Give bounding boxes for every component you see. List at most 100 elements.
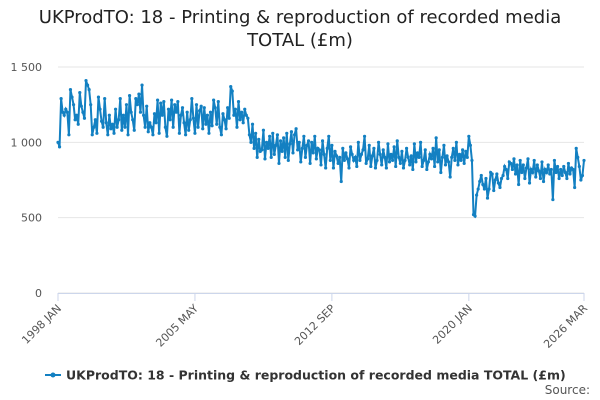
- data-point: [392, 145, 396, 149]
- data-point: [568, 172, 572, 176]
- data-point: [470, 158, 474, 163]
- data-point: [93, 118, 97, 122]
- data-point: [78, 91, 82, 95]
- data-point: [352, 158, 356, 163]
- series-line: [57, 80, 585, 219]
- data-point: [576, 155, 580, 159]
- data-point: [538, 176, 543, 181]
- data-point: [541, 179, 546, 184]
- data-point: [358, 158, 362, 163]
- data-point: [62, 113, 66, 117]
- data-point: [165, 134, 169, 138]
- data-point: [95, 131, 99, 135]
- data-point: [453, 158, 457, 163]
- data-point: [141, 113, 146, 117]
- data-point: [250, 122, 255, 126]
- data-point: [82, 116, 87, 120]
- data-point: [341, 146, 345, 150]
- data-point: [126, 133, 130, 137]
- data-point: [289, 130, 294, 134]
- data-point: [535, 163, 539, 167]
- data-point: [445, 154, 449, 158]
- data-point: [232, 113, 236, 117]
- data-point: [190, 97, 194, 101]
- data-point: [499, 176, 504, 181]
- data-point: [92, 125, 96, 129]
- data-point: [356, 140, 360, 144]
- data-point: [198, 109, 202, 113]
- data-point: [57, 145, 62, 149]
- data-point: [193, 131, 197, 135]
- data-point: [101, 125, 105, 129]
- data-point: [188, 118, 192, 122]
- data-point: [336, 161, 340, 166]
- data-point: [401, 166, 406, 170]
- data-point: [398, 161, 402, 166]
- data-point: [170, 98, 174, 102]
- data-point: [331, 166, 336, 170]
- data-point: [89, 103, 93, 107]
- data-point: [523, 176, 527, 181]
- data-point: [433, 164, 437, 169]
- data-point: [387, 160, 392, 164]
- data-point: [552, 158, 557, 163]
- data-point: [127, 94, 132, 98]
- data-point: [154, 121, 158, 125]
- data-point: [545, 170, 549, 175]
- data-point: [390, 158, 395, 163]
- data-point: [563, 170, 567, 175]
- data-point: [579, 178, 583, 182]
- data-point: [201, 127, 205, 131]
- data-point: [574, 146, 578, 150]
- y-tick-label: 0: [35, 287, 42, 300]
- data-point: [194, 103, 199, 107]
- data-point: [288, 142, 292, 146]
- data-point: [291, 151, 295, 155]
- data-point: [196, 125, 200, 129]
- y-tick-label: 1 000: [11, 136, 43, 149]
- data-point: [409, 154, 413, 158]
- data-point: [482, 187, 487, 191]
- data-point: [417, 155, 421, 159]
- data-point: [333, 149, 337, 153]
- data-point: [84, 78, 88, 83]
- data-point: [492, 188, 496, 193]
- data-point: [207, 131, 211, 135]
- data-point: [218, 125, 222, 129]
- data-point: [212, 98, 216, 102]
- data-point: [518, 158, 522, 163]
- data-point: [90, 133, 94, 137]
- data-point: [275, 133, 280, 137]
- data-point: [230, 89, 234, 93]
- data-point: [439, 170, 443, 175]
- data-point: [330, 143, 334, 147]
- data-point: [566, 161, 571, 166]
- data-point: [70, 95, 74, 99]
- data-point: [303, 155, 308, 159]
- data-point: [359, 152, 364, 156]
- data-point: [277, 161, 281, 166]
- data-point: [376, 140, 381, 144]
- data-point: [457, 152, 462, 156]
- data-point: [98, 107, 102, 111]
- data-point: [103, 97, 107, 101]
- data-point: [75, 113, 79, 117]
- data-point: [464, 149, 468, 153]
- data-point: [549, 167, 553, 172]
- data-point: [355, 164, 359, 169]
- data-point: [184, 133, 188, 137]
- data-point: [191, 116, 195, 120]
- data-point: [418, 140, 423, 144]
- data-point: [546, 163, 550, 167]
- data-point: [129, 110, 133, 114]
- data-point: [302, 134, 306, 138]
- data-point: [151, 133, 155, 137]
- data-point: [96, 95, 101, 99]
- data-point: [582, 158, 586, 163]
- data-point: [268, 134, 272, 138]
- data-point: [485, 196, 490, 200]
- data-point: [286, 158, 290, 163]
- source-label: Source:: [545, 383, 590, 397]
- data-point: [313, 134, 317, 138]
